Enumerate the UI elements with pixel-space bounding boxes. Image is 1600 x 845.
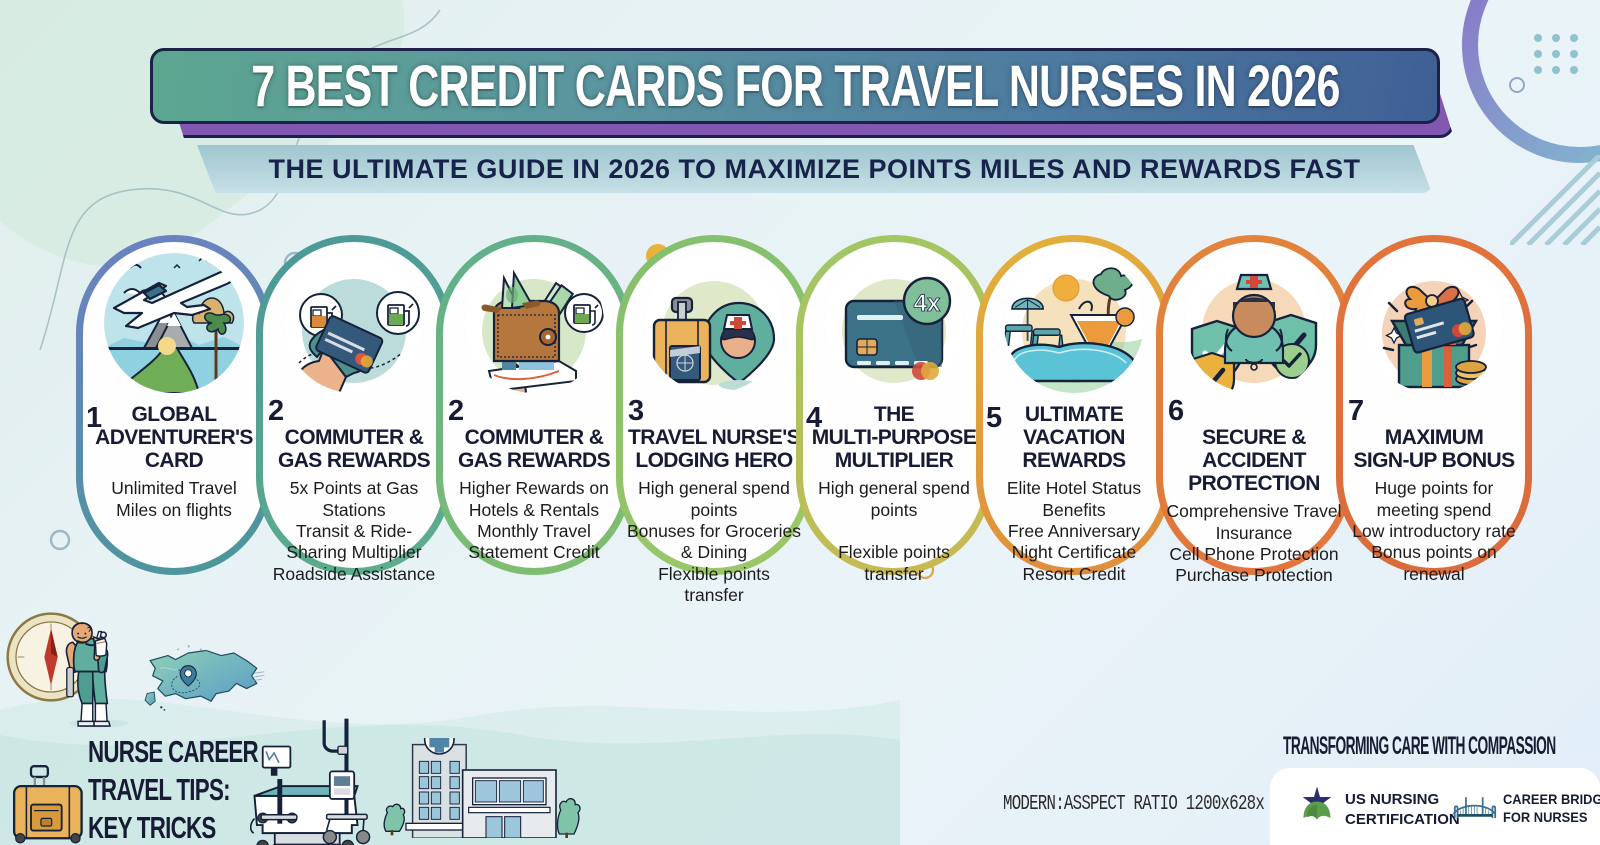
svg-text:4x: 4x — [914, 290, 941, 317]
